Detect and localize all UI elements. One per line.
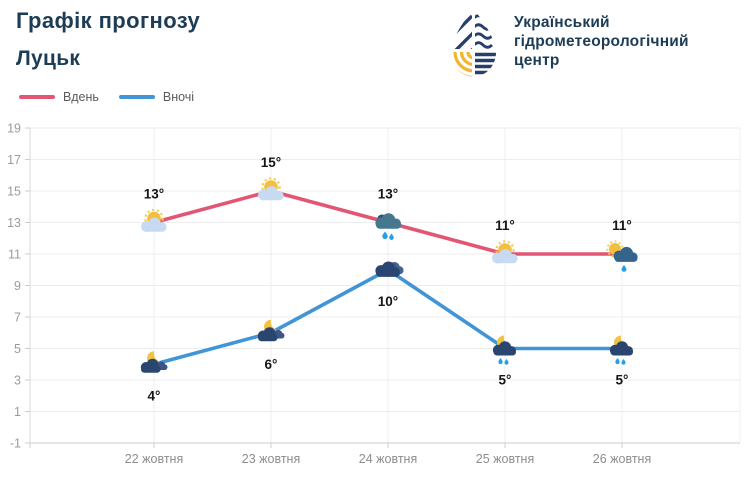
y-tick-label: -1: [10, 437, 21, 451]
point-label: 11°: [612, 218, 632, 233]
x-tick-label: 26 жовтня: [593, 452, 651, 466]
point-label: 5°: [499, 373, 512, 388]
logo-org-line2: гідрометеорологічний: [514, 33, 689, 50]
y-tick-label: 11: [8, 248, 21, 262]
page-subtitle-city: Луцьк: [16, 47, 81, 70]
dark-cloud-icon: [375, 261, 404, 277]
y-tick-label: 13: [7, 216, 21, 230]
x-tick-label: 22 жовтня: [125, 452, 183, 466]
forecast-line-chart: 19 17 15 13 11 9 7 5 3 1 -1 22 жовтня 23 жовтня 24 жо…: [7, 122, 741, 466]
y-tick-label: 1: [14, 405, 21, 419]
point-label: 11°: [495, 218, 515, 233]
page-title: Графік прогнозу: [16, 8, 201, 33]
y-tick-label: 15: [7, 185, 21, 199]
point-label: 6°: [265, 357, 278, 372]
uhmc-logo-drop-icon: [451, 9, 496, 77]
y-tick-label: 5: [14, 342, 21, 356]
legend-item-day[interactable]: Вдень: [19, 90, 99, 104]
y-tick-label: 7: [14, 311, 21, 325]
chart-legend: Вдень Вночі: [19, 90, 194, 104]
sun-cloud-icon: [257, 177, 285, 202]
point-label: 4°: [148, 388, 161, 403]
legend-label-day: Вдень: [63, 90, 99, 104]
legend-label-night: Вночі: [162, 90, 195, 104]
logo-org-line3: центр: [514, 52, 560, 69]
y-tick-label: 19: [7, 122, 21, 136]
logo-org-name: Український гідрометеорологічний центр: [514, 8, 689, 70]
y-tick-label: 3: [14, 374, 21, 388]
moon-rain-cloud-icon: [493, 335, 516, 365]
legend-item-night[interactable]: Вночі: [118, 90, 195, 104]
night-line-swatch: [118, 95, 155, 99]
logo-org-line1: Український: [514, 14, 610, 31]
point-label: 15°: [261, 155, 281, 170]
y-tick-label: 9: [14, 279, 21, 293]
x-tick-label: 24 жовтня: [359, 452, 417, 466]
day-line-swatch: [19, 95, 55, 99]
point-label: 13°: [378, 187, 398, 202]
sun-rain-cloud-icon: [607, 241, 637, 271]
moon-rain-cloud-icon: [610, 335, 633, 365]
x-tick-label: 23 жовтня: [242, 452, 300, 466]
y-tick-label: 17: [7, 153, 21, 167]
point-label: 13°: [144, 187, 164, 202]
point-label: 10°: [378, 294, 398, 309]
point-label: 5°: [616, 373, 629, 388]
uhmc-logo: Український гідрометеорологічний центр: [446, 8, 689, 78]
x-tick-label: 25 жовтня: [476, 452, 534, 466]
